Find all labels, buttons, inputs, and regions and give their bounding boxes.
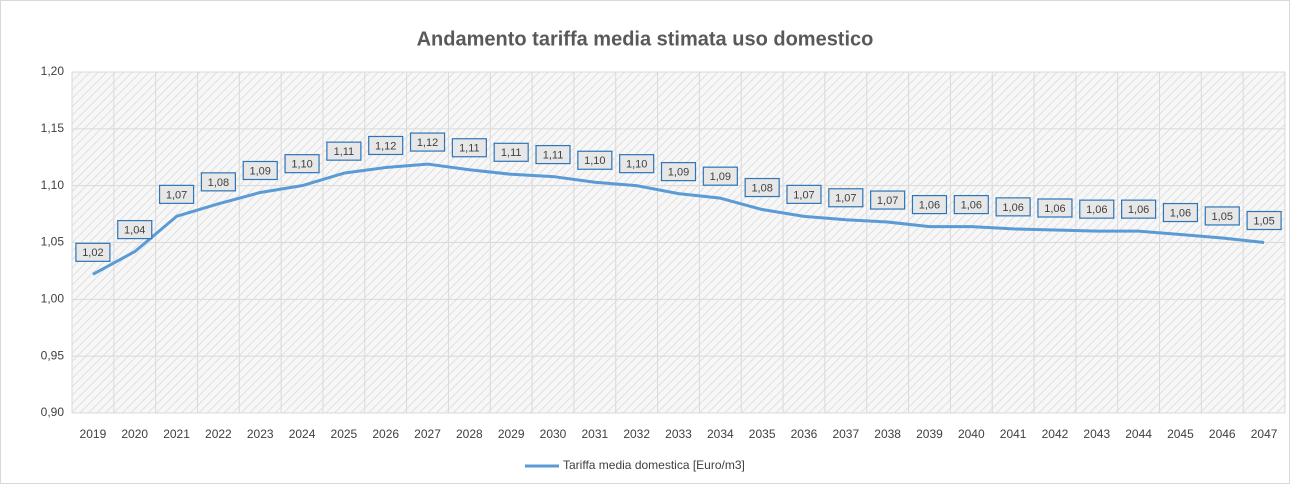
y-tick-label: 1,05	[41, 235, 65, 249]
data-label: 1,07	[166, 189, 187, 201]
data-label-box	[660, 162, 697, 182]
data-label-box	[368, 135, 404, 156]
x-tick-label: 2022	[205, 427, 232, 441]
data-label-box	[911, 194, 948, 215]
x-tick-label: 2025	[331, 427, 358, 441]
data-label-box	[1079, 199, 1115, 219]
x-tick-label: 2027	[414, 427, 441, 441]
x-tick-label: 2041	[1000, 427, 1027, 441]
y-tick-label: 0,90	[41, 405, 65, 419]
data-label: 1,06	[1170, 207, 1191, 219]
data-label: 1,06	[919, 199, 940, 211]
data-label-box	[1037, 198, 1073, 218]
data-label: 1,02	[82, 247, 103, 259]
x-tick-label: 2033	[665, 427, 692, 441]
data-label-box	[117, 219, 153, 240]
data-label: 1,06	[961, 199, 982, 211]
data-label-box	[451, 138, 487, 158]
x-tick-label: 2028	[456, 427, 483, 441]
x-tick-label: 2035	[749, 427, 776, 441]
y-tick-label: 0,95	[41, 348, 65, 362]
x-tick-label: 2032	[623, 427, 650, 441]
y-tick-label: 1,20	[41, 64, 65, 78]
y-tick-label: 1,10	[41, 178, 65, 192]
data-label-box	[493, 142, 529, 162]
data-label: 1,06	[1044, 203, 1065, 215]
data-label: 1,11	[543, 149, 564, 161]
x-tick-label: 2021	[163, 427, 190, 441]
data-label: 1,12	[375, 140, 396, 152]
x-tick-label: 2030	[540, 427, 567, 441]
data-label: 1,05	[1253, 215, 1274, 227]
data-label: 1,07	[835, 193, 856, 205]
data-label: 1,09	[710, 171, 731, 183]
data-label-box	[535, 144, 571, 165]
x-tick-label: 2029	[498, 427, 525, 441]
data-label-box	[1121, 199, 1157, 219]
data-label: 1,09	[250, 165, 271, 177]
data-label: 1,08	[208, 177, 229, 189]
data-label: 1,06	[1128, 204, 1149, 216]
x-tick-label: 2037	[832, 427, 859, 441]
y-tick-label: 1,15	[41, 121, 65, 135]
data-label-box	[200, 172, 236, 192]
legend-label: Tariffa media domestica [Euro/m3]	[563, 458, 745, 472]
x-tick-label: 2038	[874, 427, 901, 441]
data-label-box	[242, 160, 278, 181]
data-label: 1,11	[334, 146, 355, 158]
data-label-box	[870, 190, 906, 210]
series-line	[92, 162, 1265, 276]
data-label-box	[953, 194, 989, 215]
data-label: 1,10	[291, 159, 312, 171]
x-tick-label: 2047	[1251, 427, 1278, 441]
data-label: 1,10	[584, 155, 605, 167]
x-tick-label: 2045	[1167, 427, 1194, 441]
chart-title: Andamento tariffa media stimata uso dome…	[417, 28, 874, 50]
data-label: 1,06	[1086, 204, 1107, 216]
x-tick-label: 2024	[289, 427, 316, 441]
y-tick-label: 1,00	[41, 292, 65, 306]
data-label: 1,11	[501, 147, 522, 159]
x-tick-label: 2040	[958, 427, 985, 441]
data-label-box	[619, 154, 655, 174]
data-label-box	[409, 132, 446, 152]
x-tick-label: 2044	[1125, 427, 1152, 441]
x-tick-label: 2042	[1042, 427, 1069, 441]
x-tick-label: 2026	[372, 427, 399, 441]
data-label: 1,09	[668, 167, 689, 179]
data-label-box	[326, 141, 362, 161]
data-label-box	[284, 154, 320, 174]
x-tick-label: 2023	[247, 427, 274, 441]
x-tick-label: 2039	[916, 427, 943, 441]
data-label-box	[786, 184, 822, 204]
data-label-box	[1246, 210, 1282, 231]
data-label-box	[577, 150, 613, 170]
data-label: 1,07	[793, 189, 814, 201]
data-label-box	[1204, 206, 1240, 226]
data-label-box	[702, 166, 738, 186]
data-label: 1,05	[1212, 211, 1233, 223]
data-label: 1,10	[626, 159, 647, 171]
data-label: 1,11	[459, 143, 480, 155]
x-tick-label: 2034	[707, 427, 734, 441]
x-tick-label: 2019	[80, 427, 107, 441]
data-label-box	[828, 188, 864, 208]
data-label-box	[995, 197, 1031, 217]
x-tick-label: 2020	[121, 427, 148, 441]
data-label-box	[75, 242, 111, 262]
x-tick-label: 2036	[791, 427, 818, 441]
x-tick-label: 2031	[581, 427, 608, 441]
data-label-box	[744, 177, 780, 198]
x-tick-label: 2046	[1209, 427, 1236, 441]
data-label: 1,12	[417, 137, 438, 149]
data-label: 1,04	[124, 224, 145, 236]
data-label-box	[158, 184, 195, 204]
x-tick-label: 2043	[1083, 427, 1110, 441]
data-label: 1,08	[751, 182, 772, 194]
data-label-box	[1162, 202, 1199, 223]
data-label: 1,06	[1002, 202, 1023, 214]
data-label: 1,07	[877, 195, 898, 207]
